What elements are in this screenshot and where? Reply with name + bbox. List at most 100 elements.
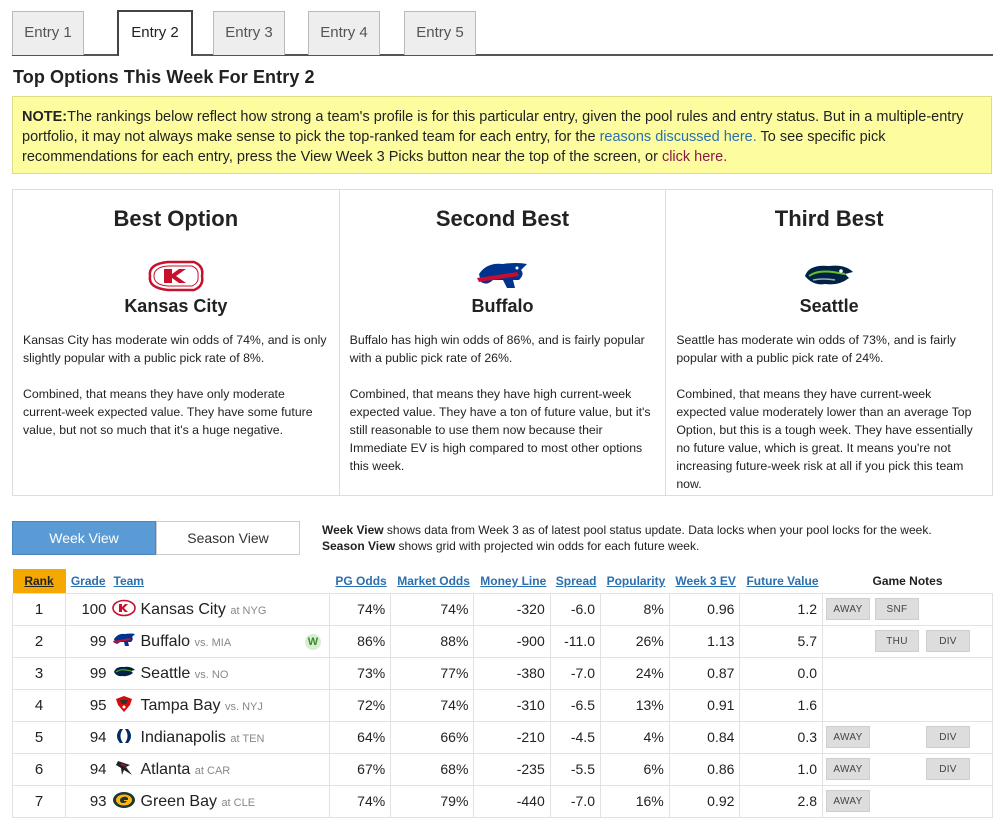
pg-odds-cell: 74% [328,592,392,626]
sort-pg-odds[interactable]: PG Odds [335,573,387,588]
tab-entry-4[interactable]: Entry 4 [308,11,380,55]
ev-cell: 1.13 [668,624,741,658]
sort-grade[interactable]: Grade [70,573,106,588]
card-detail: Combined, that means they have high curr… [349,387,651,473]
game-notes-cell [822,688,993,722]
popularity-cell: 13% [599,688,670,722]
opponent: vs. NO [194,669,229,681]
future-value-cell: 5.7 [739,624,823,658]
card-detail: Combined, that means they have current-w… [676,387,973,491]
opponent: vs. MIA [194,637,232,649]
team-cell[interactable]: Tampa Bay vs. NYJ [109,688,330,722]
pg-odds-cell: 64% [328,720,392,754]
table-row: 2 99 Buffalo vs. MIA W 86% 88% -900 -11.0 26% 1.1… [12,624,993,658]
opponent: at CAR [194,765,231,777]
seahawks-icon [113,666,135,677]
money-line-cell: -440 [473,784,551,818]
ev-cell: 0.96 [668,592,741,626]
spread-cell: -7.0 [549,784,601,818]
spread-cell: -6.5 [549,688,601,722]
season-view-desc: shows grid with projected win odds for e… [395,539,700,553]
rank-cell: 2 [12,624,66,658]
popularity-cell: 26% [599,624,670,658]
win-badge: W [305,633,321,650]
spread-cell: -11.0 [549,624,601,658]
grade-cell: 100 [65,592,110,626]
tab-entry-3[interactable]: Entry 3 [213,11,285,55]
team-name: Indianapolis [140,729,226,746]
pg-odds-cell: 73% [328,656,392,690]
grade-cell: 93 [65,784,110,818]
market-odds-cell: 77% [390,656,475,690]
week-view-button[interactable]: Week View [12,521,156,555]
popularity-cell: 24% [599,656,670,690]
card-summary: Seattle has moderate win odds of 73%, an… [676,333,956,365]
season-view-button[interactable]: Season View [156,521,300,555]
sort-ev[interactable]: Week 3 EV [675,573,736,588]
market-odds-cell: 74% [390,688,475,722]
note-box: NOTE:The rankings below reflect how stro… [12,96,992,174]
team-cell[interactable]: Green Bay at CLE [109,784,330,818]
team-cell[interactable]: Buffalo vs. MIA W [109,624,330,658]
sort-rank[interactable]: Rank [12,569,66,593]
tab-entry-5[interactable]: Entry 5 [404,11,476,55]
game-notes-cell: AWAY SNF [822,592,993,626]
future-value-cell: 1.2 [739,592,823,626]
table-row: 6 94 Atlanta at CAR 67% 68% -235 -5.5 6% 0.86 1.0… [12,752,993,786]
pg-odds-cell: 72% [328,688,392,722]
game-note-chip: DIV [926,629,970,652]
game-note-chip: SNF [875,597,919,620]
rank-cell: 5 [12,720,66,754]
card-summary: Buffalo has high win odds of 86%, and is… [349,333,645,365]
ev-cell: 0.91 [668,688,741,722]
sort-popularity[interactable]: Popularity [606,573,666,588]
popularity-cell: 8% [599,592,670,626]
money-line-cell: -320 [473,592,551,626]
spread-cell: -7.0 [549,656,601,690]
sort-spread[interactable]: Spread [555,573,597,588]
popularity-cell: 6% [599,752,670,786]
future-value-cell: 2.8 [739,784,823,818]
popularity-cell: 4% [599,720,670,754]
reasons-link[interactable]: reasons discussed here. [599,129,757,145]
market-odds-cell: 79% [390,784,475,818]
team-name: Kansas City [140,601,226,618]
game-notes-cell: AWAY [822,784,993,818]
team-name: Atlanta [140,761,191,778]
game-notes-cell: AWAY DIV [822,720,993,754]
rank-cell: 7 [12,784,66,818]
money-line-cell: -900 [473,624,551,658]
team-cell[interactable]: Seattle vs. NO [109,656,330,690]
market-odds-cell: 68% [390,752,475,786]
table-row: 5 94 Indianapolis at TEN 64% 66% -210 -4.5 4% 0.… [12,720,993,754]
note-label: NOTE: [22,109,68,125]
grade-cell: 94 [65,720,110,754]
sort-money-line[interactable]: Money Line [480,573,547,588]
ev-cell: 0.86 [668,752,741,786]
tab-entry-1[interactable]: Entry 1 [12,11,84,55]
sort-future-value[interactable]: Future Value [746,573,819,588]
grade-cell: 95 [65,688,110,722]
spread-cell: -4.5 [549,720,601,754]
rank-cell: 1 [12,592,66,626]
team-cell[interactable]: Indianapolis at TEN [109,720,330,754]
grade-cell: 94 [65,752,110,786]
future-value-cell: 0.3 [739,720,823,754]
click-here-link[interactable]: click here. [661,149,728,165]
game-note-chip: AWAY [826,597,870,620]
team-cell[interactable]: Kansas City at NYG [109,592,330,626]
opponent: at TEN [230,733,265,745]
sort-team[interactable]: Team [113,573,144,588]
team-name: Tampa Bay [140,697,221,714]
buccaneers-icon [115,696,132,712]
future-value-cell: 1.6 [739,688,823,722]
tab-entry-2[interactable]: Entry 2 [117,10,193,56]
second-best-card: Second Best Buffalo Buffalo has high win… [340,190,667,495]
seahawks-logo-icon [805,265,854,285]
team-cell[interactable]: Atlanta at CAR [109,752,330,786]
game-notes-cell: AWAY DIV [822,752,993,786]
card-heading: Third Best [774,206,884,231]
future-value-cell: 1.0 [739,752,823,786]
sort-market-odds[interactable]: Market Odds [397,573,470,588]
future-value-cell: 0.0 [739,656,823,690]
